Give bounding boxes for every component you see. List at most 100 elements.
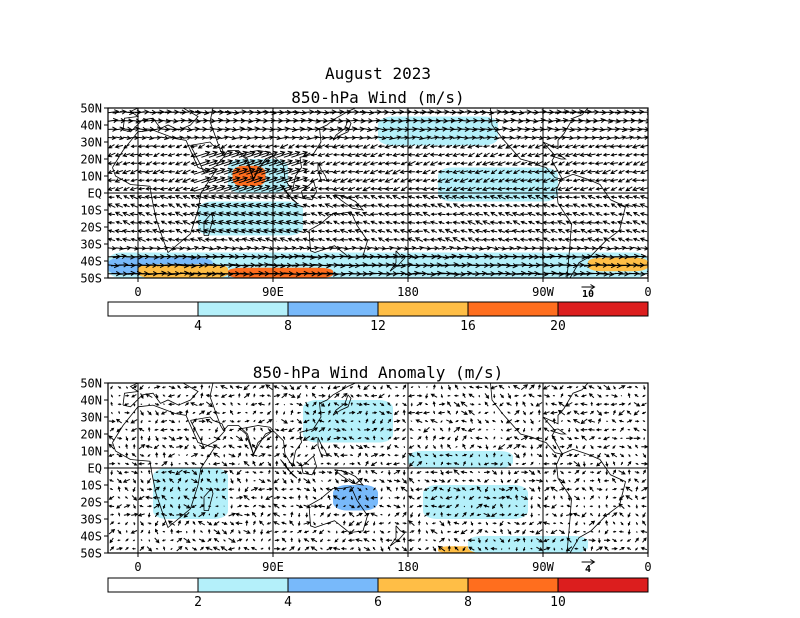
- wind-vector: [282, 496, 287, 500]
- wind-vector: [110, 385, 113, 390]
- wind-vector: [318, 203, 325, 208]
- wind-vector: [445, 504, 452, 509]
- wind-vector: [612, 461, 616, 466]
- wind-vector: [566, 453, 573, 457]
- wind-vector: [497, 212, 505, 217]
- wind-vector: [558, 161, 565, 166]
- wind-vector: [108, 528, 116, 535]
- wind-vector: [512, 186, 521, 191]
- wind-vector: [597, 477, 601, 483]
- wind-vector: [229, 420, 235, 423]
- wind-vector: [430, 495, 438, 500]
- wind-vector: [387, 444, 392, 450]
- wind-vector: [145, 161, 153, 166]
- wind-vector: [400, 195, 408, 199]
- wind-vector: [635, 547, 639, 551]
- colorbar-segment: [197, 577, 289, 593]
- wind-vector: [565, 178, 573, 183]
- wind-vector: [182, 178, 191, 183]
- wind-vector: [500, 428, 503, 432]
- wind-vector: [175, 135, 185, 141]
- wind-vector: [236, 495, 244, 500]
- wind-vector: [357, 487, 362, 492]
- wind-vector: [425, 471, 430, 474]
- y-tick-label: 30S: [80, 513, 102, 527]
- wind-vector: [409, 428, 414, 432]
- wind-vector: [468, 393, 475, 398]
- wind-vector: [297, 513, 301, 518]
- wind-vector: [530, 444, 534, 450]
- wind-vector: [340, 453, 348, 458]
- wind-vector: [497, 153, 505, 157]
- wind-vector: [380, 385, 383, 390]
- wind-vector: [561, 420, 563, 423]
- wind-vector: [619, 445, 626, 449]
- wind-vector: [485, 486, 489, 493]
- wind-vector: [595, 187, 603, 191]
- wind-vector: [312, 496, 317, 500]
- wind-vector: [421, 220, 431, 225]
- wind-vector: [408, 445, 415, 449]
- wind-vector: [414, 152, 423, 157]
- wind-vector: [492, 496, 497, 499]
- wind-vector: [160, 513, 167, 517]
- wind-panel: 850-hPa Wind (m/s) 50N40N30N20N10NEQ10S2…: [80, 88, 651, 334]
- wind-vector: [313, 521, 316, 526]
- wind-vector: [481, 186, 491, 192]
- wind-vector: [313, 453, 315, 457]
- wind-vector: [436, 126, 448, 132]
- wind-vector: [228, 487, 235, 491]
- wind-vector: [595, 153, 603, 157]
- wind-vector: [235, 385, 243, 389]
- wind-vector: [152, 169, 161, 175]
- colorbar-label: 8: [284, 319, 292, 334]
- wind-vector: [341, 478, 349, 483]
- coastline: [239, 425, 274, 456]
- wind-vector: [340, 170, 348, 174]
- wind-vector: [572, 419, 580, 424]
- colorbar-label: 4: [194, 319, 202, 334]
- wind-vector: [497, 246, 507, 251]
- wind-vector: [348, 511, 355, 518]
- wind-vector: [123, 144, 130, 149]
- wind-vector: [454, 503, 459, 509]
- wind-vector: [588, 520, 596, 526]
- wind-vector: [603, 479, 609, 483]
- wind-vector: [560, 505, 564, 508]
- wind-vector: [400, 161, 408, 166]
- wind-vector: [482, 195, 490, 200]
- wind-vector: [145, 178, 153, 183]
- wind-vector: [305, 401, 309, 408]
- wind-vector: [117, 403, 122, 406]
- wind-vector: [184, 479, 189, 483]
- wind-vector: [356, 504, 361, 508]
- wind-vector: [610, 186, 618, 191]
- wind-vector: [454, 384, 459, 390]
- wind-vector: [339, 203, 348, 208]
- wind-vector: [414, 203, 423, 208]
- wind-vector: [483, 512, 491, 517]
- wind-vector: [455, 453, 458, 457]
- wind-vector: [154, 462, 158, 465]
- wind-vector: [603, 229, 610, 234]
- wind-vector: [208, 469, 211, 474]
- wind-vector: [170, 497, 174, 499]
- wind-vector: [245, 435, 249, 442]
- wind-vector: [161, 461, 168, 467]
- wind-vector: [574, 495, 581, 501]
- wind-vector: [437, 161, 446, 166]
- wind-vector: [193, 150, 211, 158]
- wind-vector: [289, 403, 294, 406]
- wind-vector: [145, 237, 152, 242]
- wind-vector: [507, 522, 511, 525]
- wind-vector: [260, 511, 264, 517]
- wind-vector: [370, 152, 378, 157]
- wind-vector: [566, 443, 573, 450]
- wind-vector: [589, 505, 593, 508]
- wind-vector: [560, 495, 563, 500]
- wind-vector: [477, 418, 482, 425]
- wind-vector: [590, 401, 594, 406]
- wind-vector: [467, 212, 476, 217]
- wind-vector: [122, 152, 131, 158]
- wind-vector: [213, 529, 221, 535]
